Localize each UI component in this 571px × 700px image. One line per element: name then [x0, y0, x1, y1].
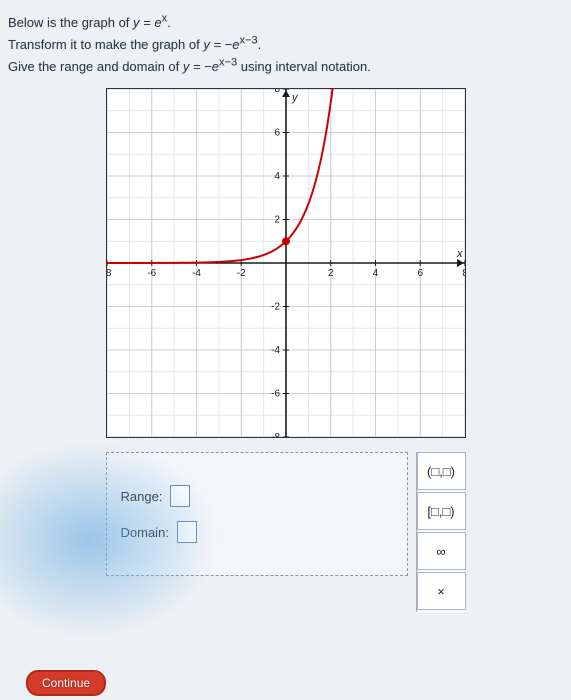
palette-infinity-button[interactable]: ∞	[417, 532, 466, 570]
svg-text:4: 4	[274, 171, 280, 182]
worksheet: Below is the graph of y = e x. Transform …	[0, 0, 571, 700]
continue-button[interactable]: Continue	[26, 670, 106, 696]
domain-input[interactable]	[177, 521, 197, 543]
svg-text:-4: -4	[271, 345, 280, 356]
prompt-line3-end: using interval notation.	[237, 59, 371, 74]
prompt-line2-exp: x−3	[239, 35, 257, 47]
range-input[interactable]	[170, 485, 190, 507]
svg-text:6: 6	[274, 128, 280, 139]
svg-text:-8: -8	[107, 268, 112, 279]
symbol-palette: (□,□) [□,□) ∞ ×	[416, 452, 466, 612]
prompt-line2-text: Transform it to make the graph of	[8, 37, 203, 52]
domain-row: Domain:	[121, 521, 393, 543]
graph-canvas: -8-6-4-22468-8-6-4-22468xy	[107, 89, 465, 437]
svg-text:4: 4	[372, 268, 378, 279]
palette-open-open-button[interactable]: (□,□)	[417, 452, 466, 490]
svg-text:x: x	[456, 248, 463, 260]
prompt-line1-text: Below is the graph of	[8, 15, 133, 30]
svg-text:2: 2	[327, 268, 333, 279]
svg-text:6: 6	[417, 268, 423, 279]
domain-label: Domain:	[121, 525, 169, 540]
palette-closed-open-button[interactable]: [□,□)	[417, 492, 466, 530]
answer-area: Range: Domain: (□,□) [□,□) ∞ ×	[106, 452, 466, 612]
range-label: Range:	[121, 489, 163, 504]
prompt-line1-end: .	[167, 15, 171, 30]
svg-text:2: 2	[274, 215, 280, 226]
prompt-line3-exp: x−3	[219, 57, 237, 69]
svg-text:-6: -6	[271, 389, 280, 400]
svg-text:-8: -8	[271, 432, 280, 437]
prompt-line2-fn: y = −e	[203, 37, 239, 52]
prompt-line1-fn: y = e	[133, 15, 162, 30]
svg-text:-4: -4	[192, 268, 201, 279]
svg-text:-2: -2	[271, 302, 280, 313]
graph-panel[interactable]: -8-6-4-22468-8-6-4-22468xy	[106, 88, 466, 438]
prompt-line3-fn: y = −e	[183, 59, 219, 74]
svg-text:8: 8	[274, 89, 280, 95]
prompt-line2-end: .	[258, 37, 262, 52]
svg-text:8: 8	[462, 268, 465, 279]
prompt-line3-text: Give the range and domain of	[8, 59, 183, 74]
range-row: Range:	[121, 485, 393, 507]
palette-clear-button[interactable]: ×	[417, 572, 466, 610]
svg-text:-6: -6	[147, 268, 156, 279]
answer-box: Range: Domain:	[106, 452, 408, 576]
problem-prompt: Below is the graph of y = ex. Transform …	[8, 12, 563, 78]
svg-text:-2: -2	[236, 268, 245, 279]
